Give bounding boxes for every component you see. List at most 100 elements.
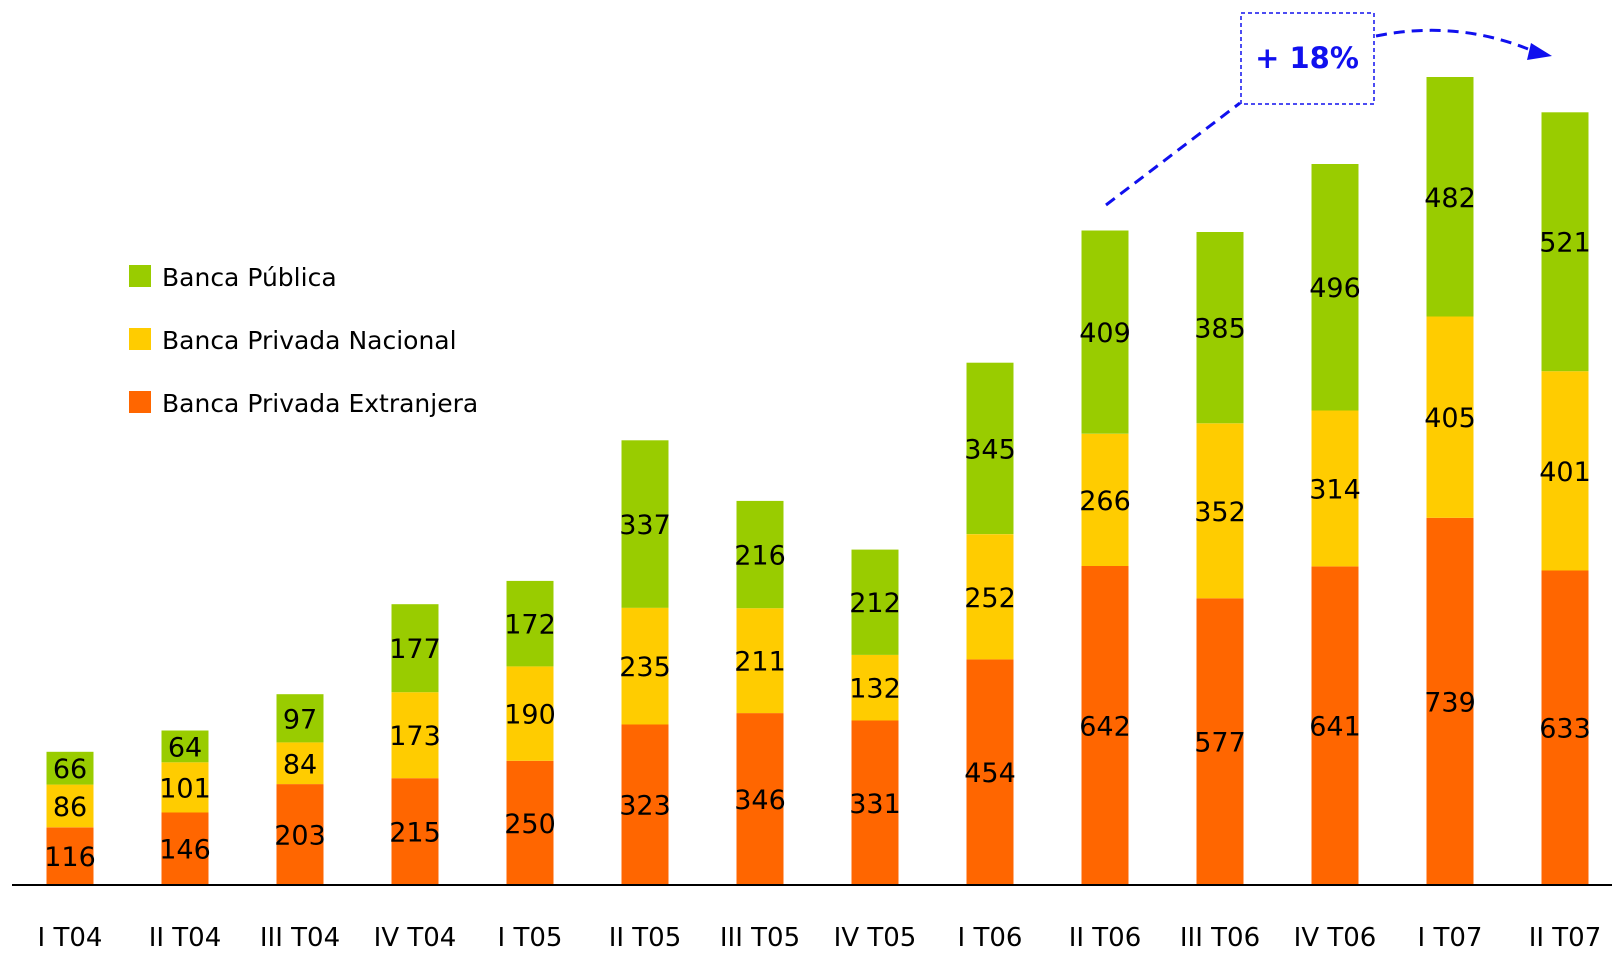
data-label: 401 [1539, 457, 1591, 488]
data-label: 101 [159, 773, 211, 804]
x-tick-label: II T04 [149, 923, 222, 953]
legend: Banca Pública Banca Privada Nacional Banca… [129, 263, 478, 418]
bar-segment [161, 762, 209, 813]
bar-segment [1541, 371, 1589, 571]
x-tick-label: II T07 [1529, 923, 1602, 953]
bar-segment [966, 362, 1014, 535]
bar-segment [851, 654, 899, 721]
bar-segment [391, 778, 439, 885]
bar-segment [276, 742, 324, 785]
x-tick-label: I T06 [958, 923, 1023, 953]
data-label: 84 [283, 749, 317, 780]
bar-segment [851, 720, 899, 885]
data-label: 337 [619, 510, 671, 541]
data-label: 266 [1079, 486, 1131, 517]
bar-segment [1311, 164, 1359, 411]
legend-label: Banca Pública [162, 263, 337, 292]
bar-segment [1426, 77, 1474, 317]
data-label: 216 [734, 541, 786, 572]
x-tick-label: IV T04 [374, 923, 457, 953]
data-label: 173 [389, 721, 441, 752]
legend-swatch [129, 328, 151, 350]
data-label: 116 [44, 842, 96, 873]
data-label: 454 [964, 758, 1016, 789]
data-label: 250 [504, 809, 556, 840]
data-label: 235 [619, 652, 671, 683]
bar-segment [391, 692, 439, 779]
x-tick-label: III T06 [1180, 923, 1260, 953]
bar-segment [1081, 433, 1129, 566]
data-label: 331 [849, 789, 901, 820]
legend-label: Banca Privada Extranjera [162, 389, 478, 418]
bar-segment [621, 724, 669, 885]
data-label: 177 [389, 634, 441, 665]
x-tick-label: III T05 [720, 923, 800, 953]
data-label: 132 [849, 674, 901, 705]
annotation-box [1240, 12, 1375, 105]
data-label: 409 [1079, 318, 1131, 349]
annotation-connector-left [1105, 101, 1241, 207]
annotation-text: + 18% [1255, 41, 1359, 75]
data-label: 215 [389, 818, 441, 849]
x-tick-labels: I T04 II T04 III T04 IV T04 I T05 II T05 III T… [38, 923, 1602, 953]
bar-segment [621, 440, 669, 608]
data-label: 385 [1194, 314, 1246, 345]
data-label: 323 [619, 791, 671, 822]
x-tick-label: II T05 [609, 923, 682, 953]
data-label: 739 [1424, 687, 1476, 718]
bar-segment [1196, 598, 1244, 885]
x-tick-label: IV T05 [834, 923, 917, 953]
data-label: 172 [504, 610, 556, 641]
data-label: 314 [1309, 475, 1361, 506]
legend-swatch [129, 391, 151, 413]
data-label: 405 [1424, 403, 1476, 434]
bar-segment [1081, 230, 1129, 434]
data-label: 252 [964, 583, 1016, 614]
x-tick-label: IV T06 [1294, 923, 1377, 953]
data-label: 190 [504, 700, 556, 731]
data-label: 146 [159, 835, 211, 866]
data-label: 521 [1539, 228, 1591, 259]
bar-segment [1311, 566, 1359, 885]
x-tick-label: I T05 [498, 923, 563, 953]
data-label: 641 [1309, 712, 1361, 743]
annotation-arrow-curve [1375, 28, 1529, 51]
data-label: 212 [849, 588, 901, 619]
bar-segment [1196, 423, 1244, 599]
annotation-arrowhead [1527, 43, 1552, 60]
legend-label: Banca Privada Nacional [162, 326, 457, 355]
bar-segment [1541, 112, 1589, 372]
bars-layer [46, 77, 1589, 885]
bar-segment [1426, 316, 1474, 518]
bar-segment [46, 827, 94, 885]
bar-segment [506, 580, 554, 667]
data-label: 345 [964, 435, 1016, 466]
data-label: 577 [1194, 728, 1246, 759]
bar-segment [1196, 232, 1244, 424]
data-label: 64 [168, 732, 202, 763]
bar-segment [46, 784, 94, 828]
data-label: 97 [283, 704, 317, 735]
bar-segment [46, 751, 94, 785]
bar-segment [736, 500, 784, 609]
bar-segment [1081, 566, 1129, 885]
bar-segment [391, 604, 439, 693]
data-label: 86 [53, 792, 87, 823]
data-label: 633 [1539, 714, 1591, 745]
growth-annotation: + 18% [1105, 12, 1552, 207]
data-label: 211 [734, 647, 786, 678]
data-label: 482 [1424, 183, 1476, 214]
bar-segment [736, 608, 784, 714]
bar-segment [621, 607, 669, 725]
x-tick-label: II T06 [1069, 923, 1142, 953]
bar-segment [276, 694, 324, 743]
x-tick-label: I T07 [1418, 923, 1483, 953]
bar-segment [506, 760, 554, 885]
segment-labels-layer: 116 86 66 146 101 64 203 84 97 215 173 177 250 190 172… [44, 183, 1591, 873]
data-label: 642 [1079, 712, 1131, 743]
data-label: 346 [734, 785, 786, 816]
bar-segment [966, 659, 1014, 885]
bar-segment [1311, 410, 1359, 567]
